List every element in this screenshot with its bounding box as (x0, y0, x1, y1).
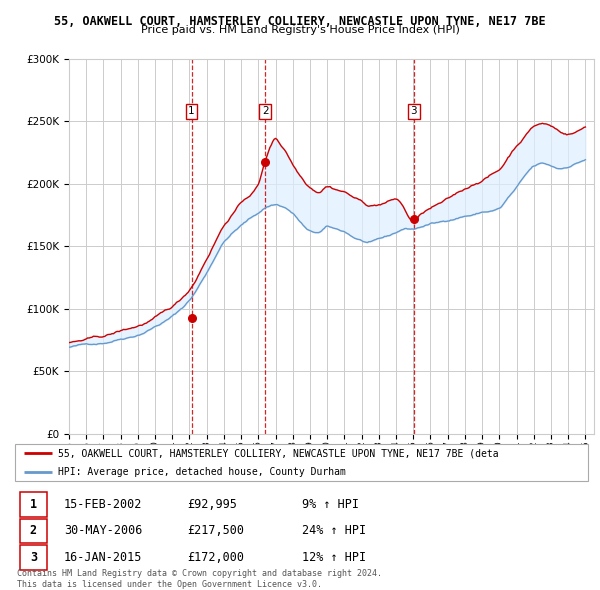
FancyBboxPatch shape (20, 492, 47, 517)
Text: £92,995: £92,995 (187, 498, 237, 511)
Text: HPI: Average price, detached house, County Durham: HPI: Average price, detached house, Coun… (58, 467, 346, 477)
Text: 55, OAKWELL COURT, HAMSTERLEY COLLIERY, NEWCASTLE UPON TYNE, NE17 7BE (deta: 55, OAKWELL COURT, HAMSTERLEY COLLIERY, … (58, 448, 499, 458)
Text: 2: 2 (262, 106, 269, 116)
Text: 16-JAN-2015: 16-JAN-2015 (64, 551, 142, 564)
FancyBboxPatch shape (20, 545, 47, 570)
Text: 3: 3 (410, 106, 417, 116)
Text: 3: 3 (30, 551, 37, 564)
Text: Price paid vs. HM Land Registry's House Price Index (HPI): Price paid vs. HM Land Registry's House … (140, 25, 460, 35)
Text: £217,500: £217,500 (187, 525, 244, 537)
Text: 1: 1 (188, 106, 195, 116)
Text: Contains HM Land Registry data © Crown copyright and database right 2024.
This d: Contains HM Land Registry data © Crown c… (17, 569, 382, 589)
Text: 12% ↑ HPI: 12% ↑ HPI (302, 551, 365, 564)
Text: 30-MAY-2006: 30-MAY-2006 (64, 525, 142, 537)
Text: 15-FEB-2002: 15-FEB-2002 (64, 498, 142, 511)
Text: 55, OAKWELL COURT, HAMSTERLEY COLLIERY, NEWCASTLE UPON TYNE, NE17 7BE: 55, OAKWELL COURT, HAMSTERLEY COLLIERY, … (54, 15, 546, 28)
Text: 9% ↑ HPI: 9% ↑ HPI (302, 498, 359, 511)
FancyBboxPatch shape (20, 519, 47, 543)
Text: £172,000: £172,000 (187, 551, 244, 564)
Text: 24% ↑ HPI: 24% ↑ HPI (302, 525, 365, 537)
Text: 1: 1 (30, 498, 37, 511)
FancyBboxPatch shape (15, 444, 588, 481)
Text: 2: 2 (30, 525, 37, 537)
